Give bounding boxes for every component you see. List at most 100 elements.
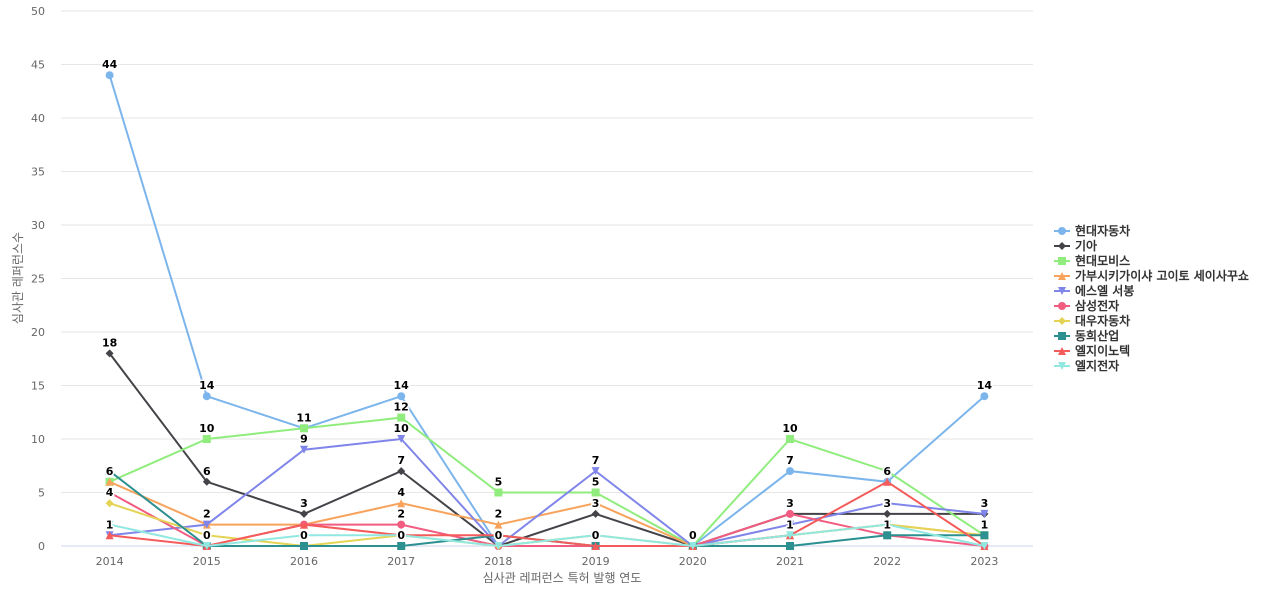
data-label: 6 [106,465,114,478]
legend-item: 대우자동차 [1054,313,1130,328]
legend-label: 대우자동차 [1075,313,1130,328]
data-label: 0 [397,529,405,542]
marker [1058,227,1066,235]
marker [786,467,794,476]
marker [202,531,211,540]
y-tick-label: 20 [31,326,45,339]
legend-item: 엘지전자 [1054,358,1119,373]
marker [494,542,503,550]
legend-label: 동희산업 [1075,328,1119,343]
marker [300,424,308,433]
data-label: 1 [981,518,989,531]
x-tick-label: 2016 [290,555,318,568]
data-label: 6 [203,465,211,478]
data-label: 3 [592,497,600,510]
marker [397,499,406,508]
data-label: 3 [786,497,794,510]
marker [883,531,892,540]
y-axis-title: 심사관 레퍼런스수 [11,232,25,324]
data-label: 3 [883,497,891,510]
marker [1058,332,1066,340]
data-label: 7 [786,454,794,467]
data-label: 10 [394,422,410,435]
marker [105,477,114,486]
marker [202,392,211,401]
marker [300,531,308,540]
marker [591,542,600,550]
marker [202,477,211,486]
data-label: 0 [203,529,211,542]
marker [980,392,989,401]
data-label: 0 [300,529,308,542]
marker [591,467,600,476]
marker [591,509,600,518]
legend-label: 엘지전자 [1075,358,1119,373]
y-tick-label: 5 [38,487,45,500]
marker [786,520,794,529]
marker [1058,287,1066,295]
data-label: 4 [106,486,114,499]
x-tick-label: 2023 [970,555,998,568]
x-tick-label: 2019 [582,555,610,568]
marker [105,499,114,508]
data-label: 2 [495,508,503,521]
series [105,520,989,550]
legend-item: 에스엘 서봉 [1054,283,1134,298]
marker [591,499,600,508]
data-label: 0 [495,529,503,542]
marker [883,509,892,518]
marker [397,435,406,443]
marker [397,531,406,540]
marker [202,435,211,443]
legend-item: 삼성전자 [1054,298,1119,313]
series-line [109,523,985,548]
marker [494,520,503,529]
marker [883,499,892,508]
x-tick-label: 2022 [873,555,901,568]
data-label: 1 [106,518,114,531]
legend-item: 현대자동차 [1054,223,1130,238]
y-tick-label: 30 [31,219,45,232]
marker [786,509,794,518]
data-label: 0 [592,529,600,542]
data-label: 14 [977,379,993,392]
marker [397,467,406,476]
x-tick-label: 2015 [193,555,221,568]
marker [1058,347,1066,355]
legend-item: 현대모비스 [1054,253,1130,268]
marker [105,488,114,497]
y-tick-label: 50 [31,5,45,18]
y-tick-label: 25 [31,273,45,286]
marker [105,349,114,358]
y-tick-label: 10 [31,433,45,446]
data-label: 3 [300,497,308,510]
marker [397,520,406,529]
legend-label: 삼성전자 [1075,298,1119,313]
data-label: 9 [300,433,308,446]
marker [1058,362,1066,370]
x-tick-label: 2014 [96,555,124,568]
series [105,71,989,550]
marker [980,531,989,540]
marker [591,531,600,540]
data-label: 14 [199,379,215,392]
marker [397,392,406,401]
legend-label: 엘지이노텍 [1075,343,1130,358]
legend-label: 에스엘 서봉 [1075,283,1134,298]
data-label: 2 [397,508,405,521]
data-label: 6 [883,465,891,478]
series-line [108,352,985,548]
marker [494,531,503,540]
y-tick-label: 0 [38,540,45,553]
x-tick-label: 2021 [776,555,804,568]
series-line [108,74,986,547]
y-tick-label: 45 [31,59,45,72]
marker [786,531,794,540]
data-label: 7 [397,454,405,467]
legend-item: 기아 [1054,238,1097,253]
marker [494,488,503,497]
series [105,435,989,550]
marker [1058,317,1066,325]
data-label: 3 [981,497,989,510]
